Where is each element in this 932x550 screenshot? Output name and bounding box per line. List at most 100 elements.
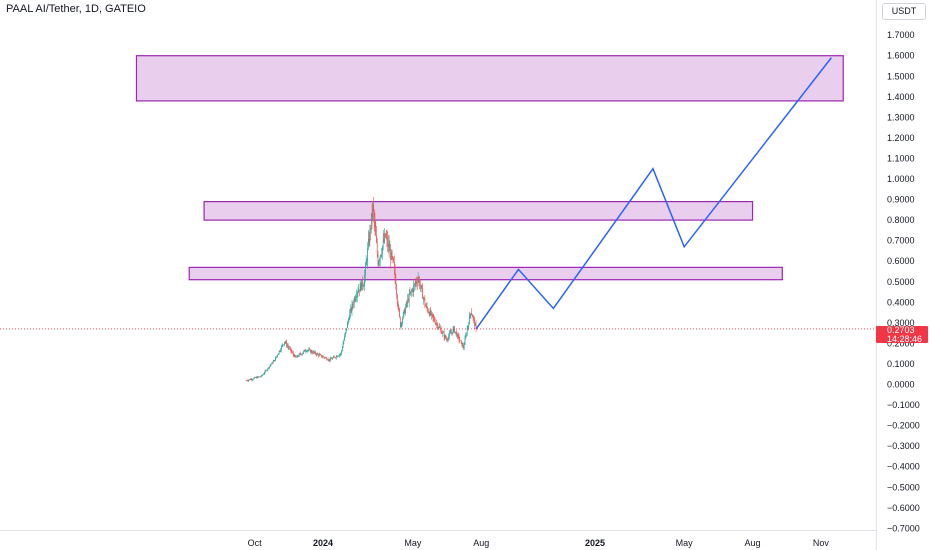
candle-body <box>298 353 300 357</box>
candle-body <box>418 278 420 280</box>
candle-body <box>391 251 393 257</box>
candle-body <box>323 356 325 358</box>
candle-body <box>342 343 344 348</box>
candle-body <box>402 318 403 323</box>
price-tick-label: 0.2000 <box>887 338 915 348</box>
candle-body <box>466 334 467 336</box>
candle-body <box>379 255 381 261</box>
candle-body <box>272 361 274 364</box>
candle-body <box>439 326 441 329</box>
candle-body <box>255 377 257 378</box>
candle-body <box>422 288 423 299</box>
candle-body <box>283 344 284 345</box>
candle-body <box>463 345 464 349</box>
candle-body <box>372 203 374 217</box>
candle-body <box>376 242 378 254</box>
candle-body <box>287 345 289 347</box>
candle-body <box>347 320 349 323</box>
candle-body <box>442 332 444 334</box>
candle-body <box>389 249 391 251</box>
candle-body <box>380 255 382 256</box>
candle-body <box>330 358 332 359</box>
candle-body <box>399 316 401 327</box>
candle-body <box>260 375 262 377</box>
candle-body <box>273 360 275 362</box>
candle-body <box>260 376 261 378</box>
candle-body <box>344 332 346 336</box>
candle-body <box>249 379 250 380</box>
candle-body <box>303 351 305 353</box>
candle-body <box>316 353 318 355</box>
candle-body <box>424 298 426 306</box>
candle-body <box>434 321 436 324</box>
candle-body <box>475 323 477 329</box>
candle-body <box>347 322 348 328</box>
price-tick-label: 1.4000 <box>887 92 915 102</box>
candle-body <box>351 303 353 312</box>
currency-button[interactable]: USDT <box>882 3 926 20</box>
candle-body <box>365 261 367 265</box>
candle-body <box>427 308 429 312</box>
candle-body <box>320 354 322 356</box>
candle-body <box>296 355 298 358</box>
price-tick-label: 1.3000 <box>887 112 915 122</box>
candle-body <box>253 378 255 380</box>
candle-body <box>469 315 470 325</box>
price-tick-label: 0.3000 <box>887 318 915 328</box>
candle-body <box>469 314 471 316</box>
candle-body <box>371 213 373 217</box>
candle-body <box>321 354 322 357</box>
candle-body <box>386 237 388 239</box>
time-tick-label: Aug <box>745 538 761 548</box>
candle-body <box>308 349 310 351</box>
candle-body <box>412 289 414 292</box>
candle-body <box>411 291 412 292</box>
candle-body <box>445 335 446 339</box>
candle-body <box>391 251 392 260</box>
candle-body <box>327 359 328 361</box>
candle-body <box>322 356 324 358</box>
candle-body <box>257 376 259 378</box>
candle-body <box>271 362 273 365</box>
candle-body <box>255 377 256 378</box>
candle-body <box>413 285 415 292</box>
candle-body <box>358 289 360 293</box>
candle-body <box>332 357 334 360</box>
candle-body <box>472 317 474 318</box>
candle-body <box>268 367 270 369</box>
candles-layer <box>246 196 477 382</box>
candle-body <box>407 298 409 303</box>
candle-body <box>361 280 362 291</box>
candle-body <box>291 351 293 353</box>
projection-layer <box>475 57 832 330</box>
time-tick-label: May <box>404 538 422 548</box>
candle-body <box>457 334 458 337</box>
candle-body <box>321 356 323 358</box>
candle-body <box>414 283 416 285</box>
candle-body <box>246 380 248 382</box>
candle-body <box>353 304 354 305</box>
candle-body <box>319 354 321 356</box>
candle-body <box>298 356 299 357</box>
candle-body <box>336 356 338 357</box>
price-tick-label: −0.5000 <box>887 482 920 492</box>
candle-body <box>284 342 286 343</box>
candle-body <box>262 374 264 376</box>
candle-body <box>330 358 331 361</box>
candle-body <box>339 354 341 355</box>
candle-body <box>254 377 255 379</box>
candle-body <box>338 355 339 357</box>
candle-body <box>305 351 307 352</box>
candle-body <box>326 357 328 360</box>
candle-body <box>258 376 260 378</box>
candle-body <box>307 350 309 351</box>
candle-body <box>474 319 475 326</box>
price-tick-label: −0.1000 <box>887 400 920 410</box>
candle-body <box>369 228 371 243</box>
candle-body <box>314 351 316 353</box>
candle-body <box>325 357 327 359</box>
last-price-badge: 0.2703 14:28:46 <box>876 326 928 343</box>
price-tick-label: 1.7000 <box>887 30 915 40</box>
chart-title: PAAL AI/Tether, 1D, GATEIO <box>6 3 146 15</box>
